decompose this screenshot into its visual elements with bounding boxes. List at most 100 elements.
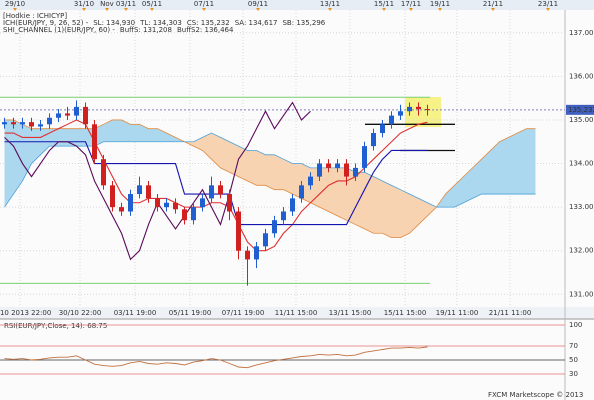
candle-body bbox=[290, 198, 295, 212]
calendar-label: 09/11 bbox=[248, 0, 268, 8]
cloud-segment bbox=[274, 154, 284, 190]
candle-body bbox=[335, 163, 340, 168]
calendar-marker bbox=[438, 8, 442, 11]
candle-body bbox=[416, 106, 421, 110]
cloud-segment bbox=[382, 180, 392, 238]
candle-body bbox=[425, 109, 430, 111]
calendar-marker bbox=[82, 8, 86, 11]
calendar-marker bbox=[409, 8, 413, 11]
cloud-segment bbox=[373, 176, 383, 234]
candle-body bbox=[263, 233, 268, 247]
y-tick-label: 135.00 bbox=[569, 116, 594, 124]
x-tick-label: 27/10 2013 22:00 bbox=[0, 309, 51, 317]
cloud-segment bbox=[355, 172, 365, 229]
candle-body bbox=[272, 220, 277, 234]
channel-label: BuffS: 131,208 bbox=[120, 26, 172, 34]
calendar-marker bbox=[124, 8, 128, 11]
indicator-label: SL: 134,930 bbox=[93, 19, 135, 27]
cloud-segment bbox=[229, 141, 239, 177]
calendar-label: Nov bbox=[100, 0, 114, 8]
x-tick-label: 05/11 19:00 bbox=[169, 309, 212, 317]
time-strip bbox=[0, 307, 594, 319]
cloud-segment bbox=[256, 150, 266, 186]
candle-body bbox=[191, 207, 196, 221]
candle-body bbox=[245, 250, 250, 260]
candle-body bbox=[281, 211, 286, 221]
indicator-line bbox=[4, 141, 428, 226]
cloud-segment bbox=[103, 119, 113, 142]
calendar-marker bbox=[382, 8, 386, 11]
calendar-label: 31/10 bbox=[74, 0, 94, 8]
cloud-segment bbox=[391, 185, 401, 238]
x-tick-label: 13/11 15:00 bbox=[329, 309, 372, 317]
candle-body bbox=[182, 209, 187, 221]
cloud-segment bbox=[526, 128, 536, 195]
cloud-segment bbox=[148, 128, 158, 142]
x-tick-label: 21/11 11:00 bbox=[489, 309, 532, 317]
candle-body bbox=[236, 211, 241, 251]
x-tick-label: 15/11 15:00 bbox=[384, 309, 427, 317]
cloud-segment bbox=[481, 150, 491, 195]
candle-body bbox=[398, 111, 403, 116]
candle-body bbox=[29, 122, 34, 127]
candle-body bbox=[155, 198, 160, 208]
calendar-label: 23/11 bbox=[538, 0, 558, 8]
cloud-segment bbox=[76, 128, 86, 147]
cloud-segment bbox=[427, 202, 437, 216]
x-tick-label: 19/11 11:00 bbox=[436, 309, 479, 317]
x-tick-label: 30/10 22:00 bbox=[59, 309, 102, 317]
rsi-tick-label: 70 bbox=[569, 342, 578, 350]
candle-body bbox=[164, 202, 169, 208]
candle-body bbox=[65, 113, 70, 116]
candle-body bbox=[200, 198, 205, 208]
cloud-segment bbox=[472, 159, 482, 199]
calendar-marker bbox=[256, 8, 260, 11]
candle-body bbox=[254, 246, 259, 260]
candle-body bbox=[83, 106, 88, 125]
rsi-label: RSI(EUR/JPY,Close, 14): 68.75 bbox=[4, 322, 107, 330]
chart-header: [Hodkie : ICHICYP] bbox=[3, 12, 67, 20]
calendar-label: 19/11 bbox=[430, 0, 450, 8]
channel-label: BuffS2: 136,464 bbox=[177, 26, 234, 34]
rsi-tick-label: 50 bbox=[569, 356, 578, 364]
cloud-segment bbox=[409, 194, 419, 234]
calendar-label: 15/11 bbox=[374, 0, 394, 8]
cloud-segment bbox=[238, 146, 248, 181]
rsi-line bbox=[4, 346, 428, 369]
calendar-marker bbox=[13, 8, 17, 11]
calendar-marker bbox=[105, 8, 109, 11]
candle-body bbox=[2, 122, 7, 125]
rsi-tick-label: 100 bbox=[569, 321, 582, 329]
rsi-tick-label: 30 bbox=[569, 370, 578, 378]
cloud-segment bbox=[112, 119, 122, 142]
x-tick-label: 03/11 19:00 bbox=[114, 309, 157, 317]
candle-body bbox=[317, 163, 322, 177]
candle-body bbox=[326, 163, 331, 168]
candle-body bbox=[38, 124, 43, 127]
calendar-marker bbox=[546, 8, 550, 11]
last-price-box bbox=[566, 104, 594, 115]
indicator-label: ICH(EUR/JPY, 9, 26, 52) - bbox=[3, 19, 89, 27]
cloud-segment bbox=[265, 154, 275, 190]
candle-body bbox=[128, 194, 133, 212]
cloud-segment bbox=[58, 128, 68, 147]
y-tick-label: 132.00 bbox=[569, 247, 594, 255]
calendar-marker bbox=[202, 8, 206, 11]
candle-body bbox=[146, 185, 151, 199]
y-tick-label: 133.00 bbox=[569, 203, 594, 211]
calendar-label: 03/11 bbox=[116, 0, 136, 8]
calendar-label: 17/11 bbox=[401, 0, 421, 8]
calendar-strip bbox=[0, 0, 594, 10]
cloud-segment bbox=[139, 124, 149, 142]
y-tick-label: 136.00 bbox=[569, 72, 594, 80]
cloud-segment bbox=[400, 189, 410, 238]
footer: FXCM Marketscope © 2013 bbox=[488, 391, 583, 399]
candle-body bbox=[209, 185, 214, 199]
calendar-marker bbox=[150, 8, 154, 11]
candle-body bbox=[173, 202, 178, 210]
indicator-label: SA: 134,617 bbox=[235, 19, 278, 27]
candle-body bbox=[92, 124, 97, 160]
x-tick-label: 07/11 19:00 bbox=[222, 309, 265, 317]
